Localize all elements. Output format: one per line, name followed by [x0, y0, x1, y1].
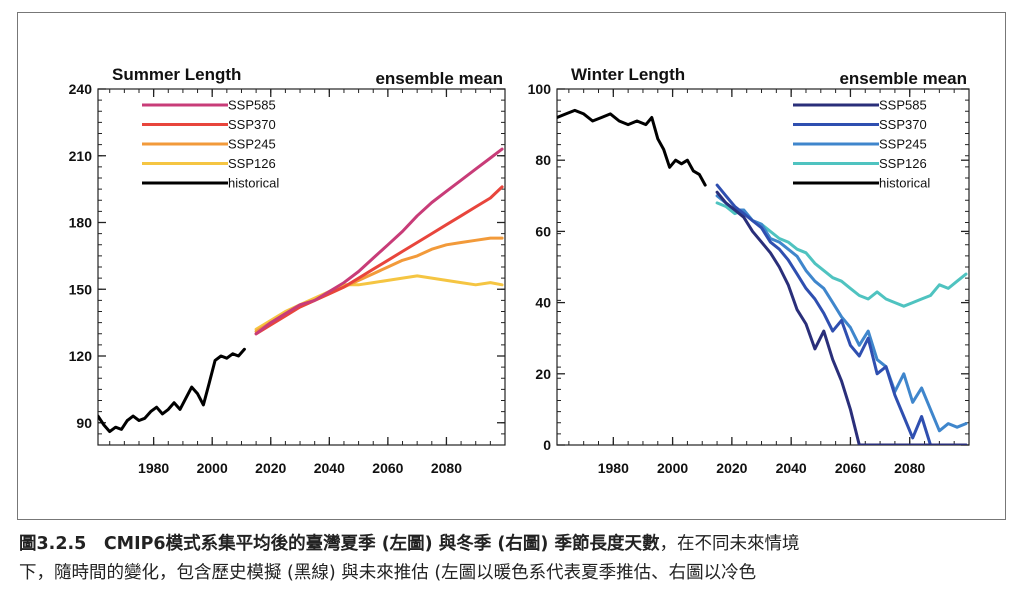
panel-subtitle: ensemble mean	[839, 69, 967, 88]
x-tick-label: 2040	[314, 460, 345, 476]
series-line-historical	[98, 347, 246, 434]
series-line-ssp126	[254, 274, 504, 331]
x-tick-label: 2080	[431, 460, 462, 476]
legend-label-historical: historical	[228, 176, 279, 191]
y-tick-label: 40	[535, 295, 551, 311]
x-tick-label: 2080	[894, 460, 925, 476]
x-tick-label: 2060	[372, 460, 403, 476]
plot-frame	[97, 88, 506, 446]
x-tick-label: 1980	[138, 460, 169, 476]
panel-summer: Summer Length ensemble mean 1980 2000 2020 20…	[69, 65, 506, 476]
y-tick-label: 60	[535, 223, 551, 239]
legend-label-ssp245: SSP245	[228, 137, 276, 152]
y-tick-label: 180	[69, 215, 93, 231]
y-tick-label: 100	[528, 81, 552, 97]
panel-title: Summer Length	[112, 65, 241, 84]
caption-text-line2: 下，隨時間的變化，包含歷史模擬 (黑線) 與未來推估 (左圖以暖色系代表夏季推估…	[19, 563, 757, 583]
legend-label-ssp585: SSP585	[228, 98, 276, 113]
figure-frame: Summer Length ensemble mean 1980 2000 2020 20…	[17, 12, 1006, 520]
legend-label-historical: historical	[879, 176, 930, 191]
x-tick-label: 2020	[255, 460, 286, 476]
y-tick-label: 80	[535, 152, 551, 168]
x-tick-label: 2020	[716, 460, 747, 476]
y-tick-label: 150	[69, 281, 93, 297]
series-line-historical	[557, 108, 707, 187]
x-tick-label: 2040	[776, 460, 807, 476]
y-tick-label: 0	[543, 437, 551, 453]
series-line-ssp370	[715, 183, 968, 445]
y-tick-label: 240	[69, 81, 93, 97]
caption-text-line1: ，在不同未來情境	[659, 534, 800, 554]
legend-label-ssp370: SSP370	[879, 117, 927, 132]
y-tick-label: 20	[535, 366, 551, 382]
series-line-ssp585	[254, 147, 504, 336]
caption-label: 圖3.2.5 CMIP6模式系集平均後的臺灣夏季 (左圖) 與冬季 (右圖) 季…	[19, 534, 660, 554]
y-tick-label: 210	[69, 148, 93, 164]
legend-label-ssp370: SSP370	[228, 117, 276, 132]
x-tick-label: 1980	[598, 460, 629, 476]
figure-caption: 圖3.2.5 CMIP6模式系集平均後的臺灣夏季 (左圖) 與冬季 (右圖) 季…	[19, 530, 1009, 588]
legend-label-ssp245: SSP245	[879, 137, 927, 152]
panel-subtitle: ensemble mean	[375, 69, 503, 88]
y-tick-label: 120	[69, 348, 93, 364]
legend-label-ssp585: SSP585	[879, 98, 927, 113]
panel-title: Winter Length	[571, 65, 685, 84]
x-tick-label: 2000	[657, 460, 688, 476]
series-line-ssp126	[715, 201, 968, 308]
y-tick-label: 90	[76, 415, 92, 431]
series-line-ssp245	[715, 194, 968, 433]
legend-label-ssp126: SSP126	[879, 156, 927, 171]
x-tick-label: 2000	[197, 460, 228, 476]
series-line-ssp370	[254, 185, 504, 336]
legend-label-ssp126: SSP126	[228, 156, 276, 171]
series-line-ssp585	[715, 190, 968, 445]
x-tick-label: 2060	[835, 460, 866, 476]
